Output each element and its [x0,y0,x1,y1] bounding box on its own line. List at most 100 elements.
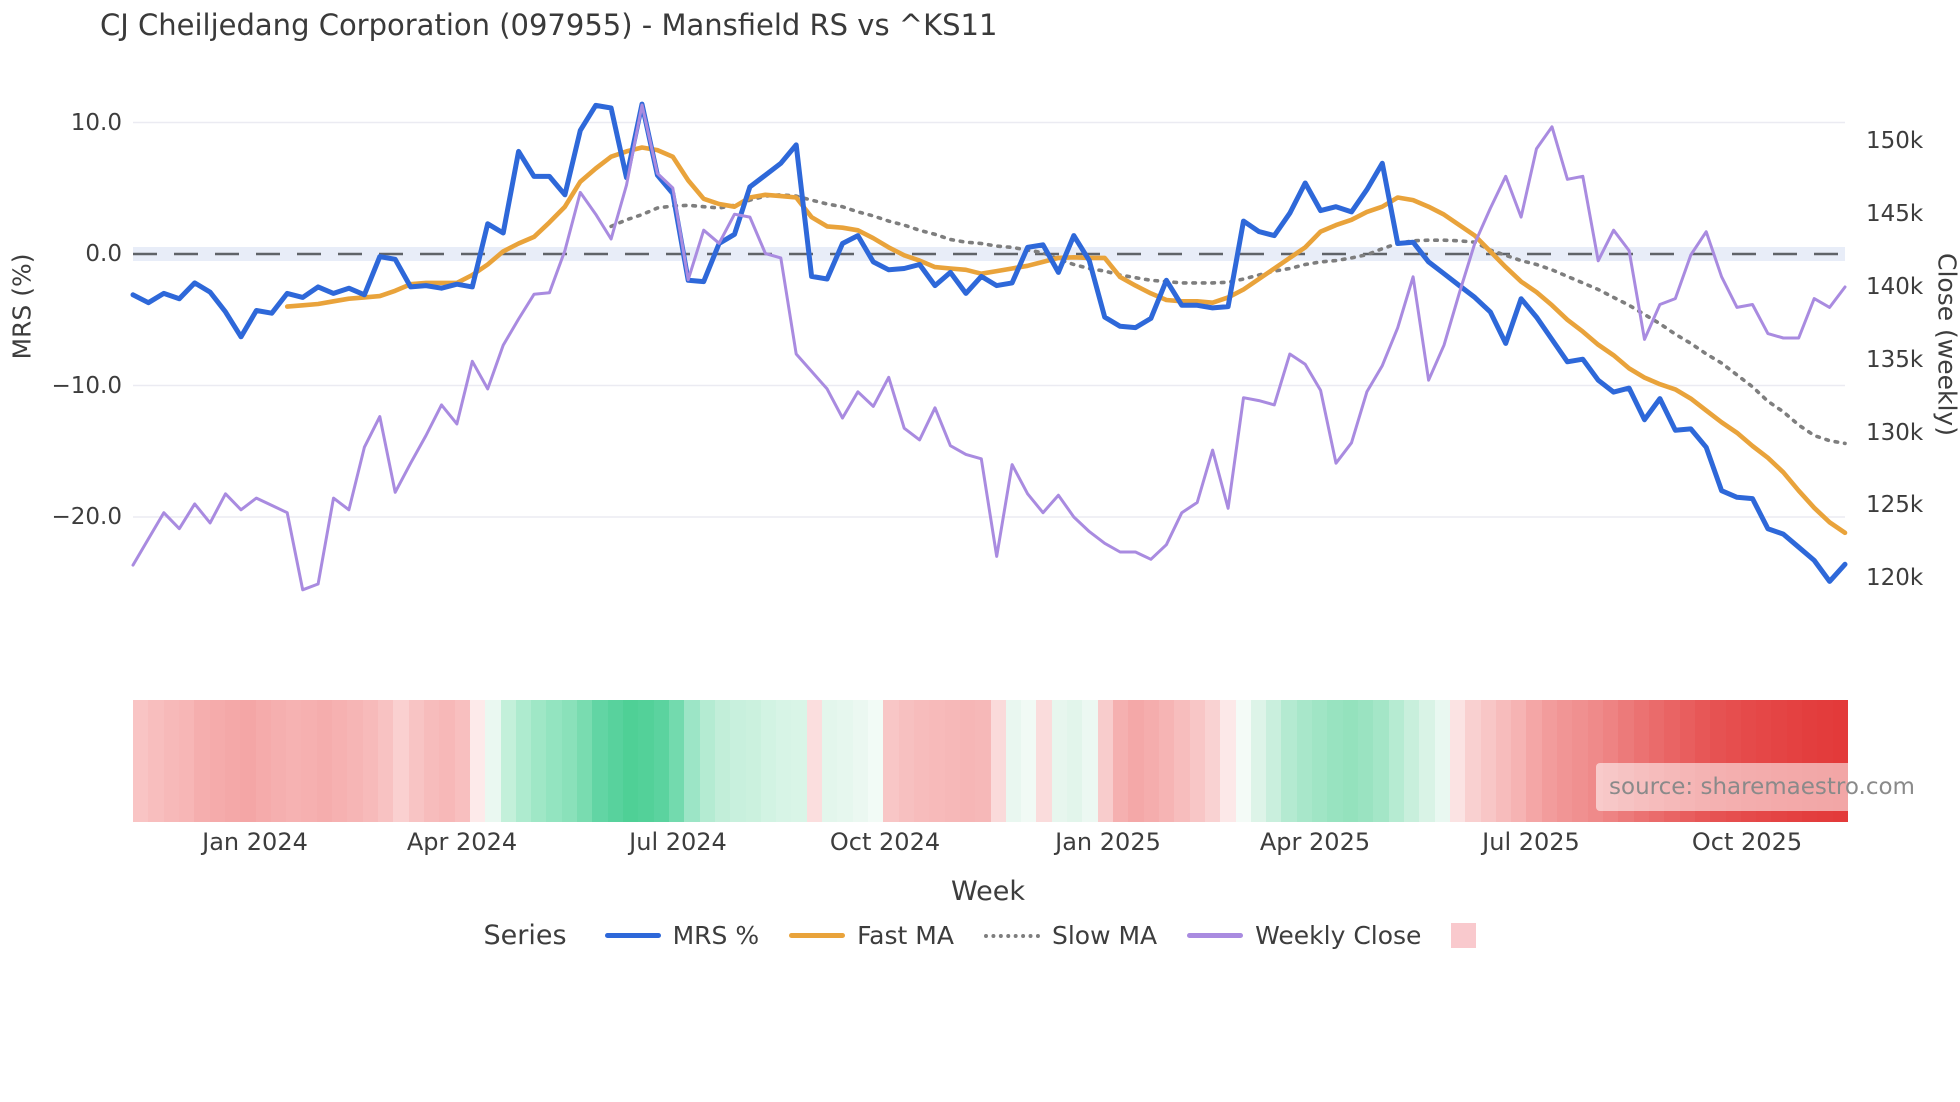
heatmap-cell [1189,700,1205,822]
heatmap-cell [883,700,899,822]
x-tick-label: Jul 2024 [629,828,727,856]
source-text: source: sharemaestro.com [1609,774,1915,800]
heatmap-cell [1342,700,1358,822]
heatmap-cell [623,700,639,822]
right-tick-label: 135k [1866,346,1924,373]
x-tick-label: Apr 2024 [406,828,518,856]
heatmap-cell [653,700,669,822]
left-tick-label: −10.0 [51,372,122,399]
left-tick-label: 0.0 [85,241,122,267]
heatmap-cell [316,700,333,822]
right-tick-label: 130k [1866,419,1924,446]
heatmap-cell [760,700,777,822]
heatmap-cell [1495,700,1512,822]
heatmap-cell [439,700,455,822]
heatmap-cell [1557,700,1573,822]
heatmap-cell [1373,700,1389,822]
heatmap-cell [1449,700,1466,822]
heatmap-cell [837,700,853,822]
heatmap-cell [776,700,792,822]
heatmap-cell [347,700,363,822]
heatmap-cell [1051,700,1068,822]
weekly-close-line [131,103,1847,592]
heatmap-cell [1036,700,1052,822]
heatmap-cell [1465,700,1481,822]
heatmap-cell [194,700,210,822]
legend-swatch-icon [983,933,1040,938]
heatmap-cell [423,700,440,822]
heatmap-cell [1113,700,1129,822]
legend-item: Weekly Close [1187,921,1421,950]
heatmap-cell [469,700,486,822]
heatmap-cell [454,700,470,822]
heatmap-cell [1266,700,1282,822]
heatmap-cell [561,700,578,822]
slow-ma-line [609,193,1847,446]
heatmap-cell [975,700,991,822]
chart-title: CJ Cheiljedang Corporation (097955) - Ma… [100,8,998,42]
source-watermark: source: sharemaestro.com [1596,763,1928,811]
heatmap-cell [990,700,1006,822]
heatmap-cell [791,700,807,822]
heatmap-cell [668,700,685,822]
heatmap-cell [408,700,424,822]
heatmap-cell [699,700,715,822]
heatmap-cell [1235,700,1251,822]
heatmap-cell [286,700,302,822]
heatmap-cell [148,700,164,822]
heatmap-cell [1005,700,1022,822]
heatmap-cell [1158,700,1175,822]
heatmap-cell [607,700,623,822]
heatmap-cell [1143,700,1159,822]
heatmap-cell [1526,700,1542,822]
heatmap-cell [1511,700,1527,822]
heatmap-cell [1296,700,1313,822]
heatmap-cell [822,700,838,822]
heatmap-cell [1250,700,1267,822]
heatmap-cell [224,700,241,822]
heatmap-cell [852,700,868,822]
heatmap-cell [362,700,378,822]
right-tick-label: 120k [1866,565,1924,592]
heatmap-cell [1403,700,1420,822]
heatmap-cell [684,700,700,822]
heatmap-cell [485,700,501,822]
legend-title: Series [483,920,567,951]
heatmap-cell [1204,700,1221,822]
heatmap-cell [1082,700,1098,822]
x-tick-label: Jan 2025 [1055,828,1161,856]
x-tick-label: Oct 2024 [829,828,941,856]
heatmap-cell [209,700,225,822]
x-tick-label: Jul 2025 [1482,828,1580,856]
heatmap-cell [1021,700,1037,822]
x-tick-label: Apr 2025 [1259,828,1371,856]
legend-item-label: MRS % [672,921,760,950]
heatmap-cell [1419,700,1435,822]
legend-item: MRS % [604,921,760,950]
heatmap-cell [332,700,348,822]
heatmap-cell [255,700,271,822]
legend: Series MRS % Fast MA Slow MA Weekly Close [0,920,1960,951]
fast-ma-line [284,145,1848,536]
heatmap-cell [178,700,195,822]
heatmap-cell [1572,700,1588,822]
x-axis-title: Week [951,876,1025,907]
heatmap-cell [1281,700,1297,822]
legend-item-label: Fast MA [857,921,954,950]
heatmap-cell [133,700,149,822]
x-tick-label: Jan 2024 [202,828,308,856]
heatmap-cell [638,700,654,822]
legend-item: Fast MA [789,921,954,950]
legend-swatch-icon [789,933,846,938]
heatmap-cell [868,700,884,822]
heatmap-cell [378,700,394,822]
heatmap-cell [163,700,179,822]
heatmap-cell [270,700,287,822]
heatmap-cell [1220,700,1236,822]
heatmap-cell [1358,700,1374,822]
heatmap-cell [898,700,914,822]
mrs-line [130,101,1848,584]
heatmap-cell [944,700,960,822]
